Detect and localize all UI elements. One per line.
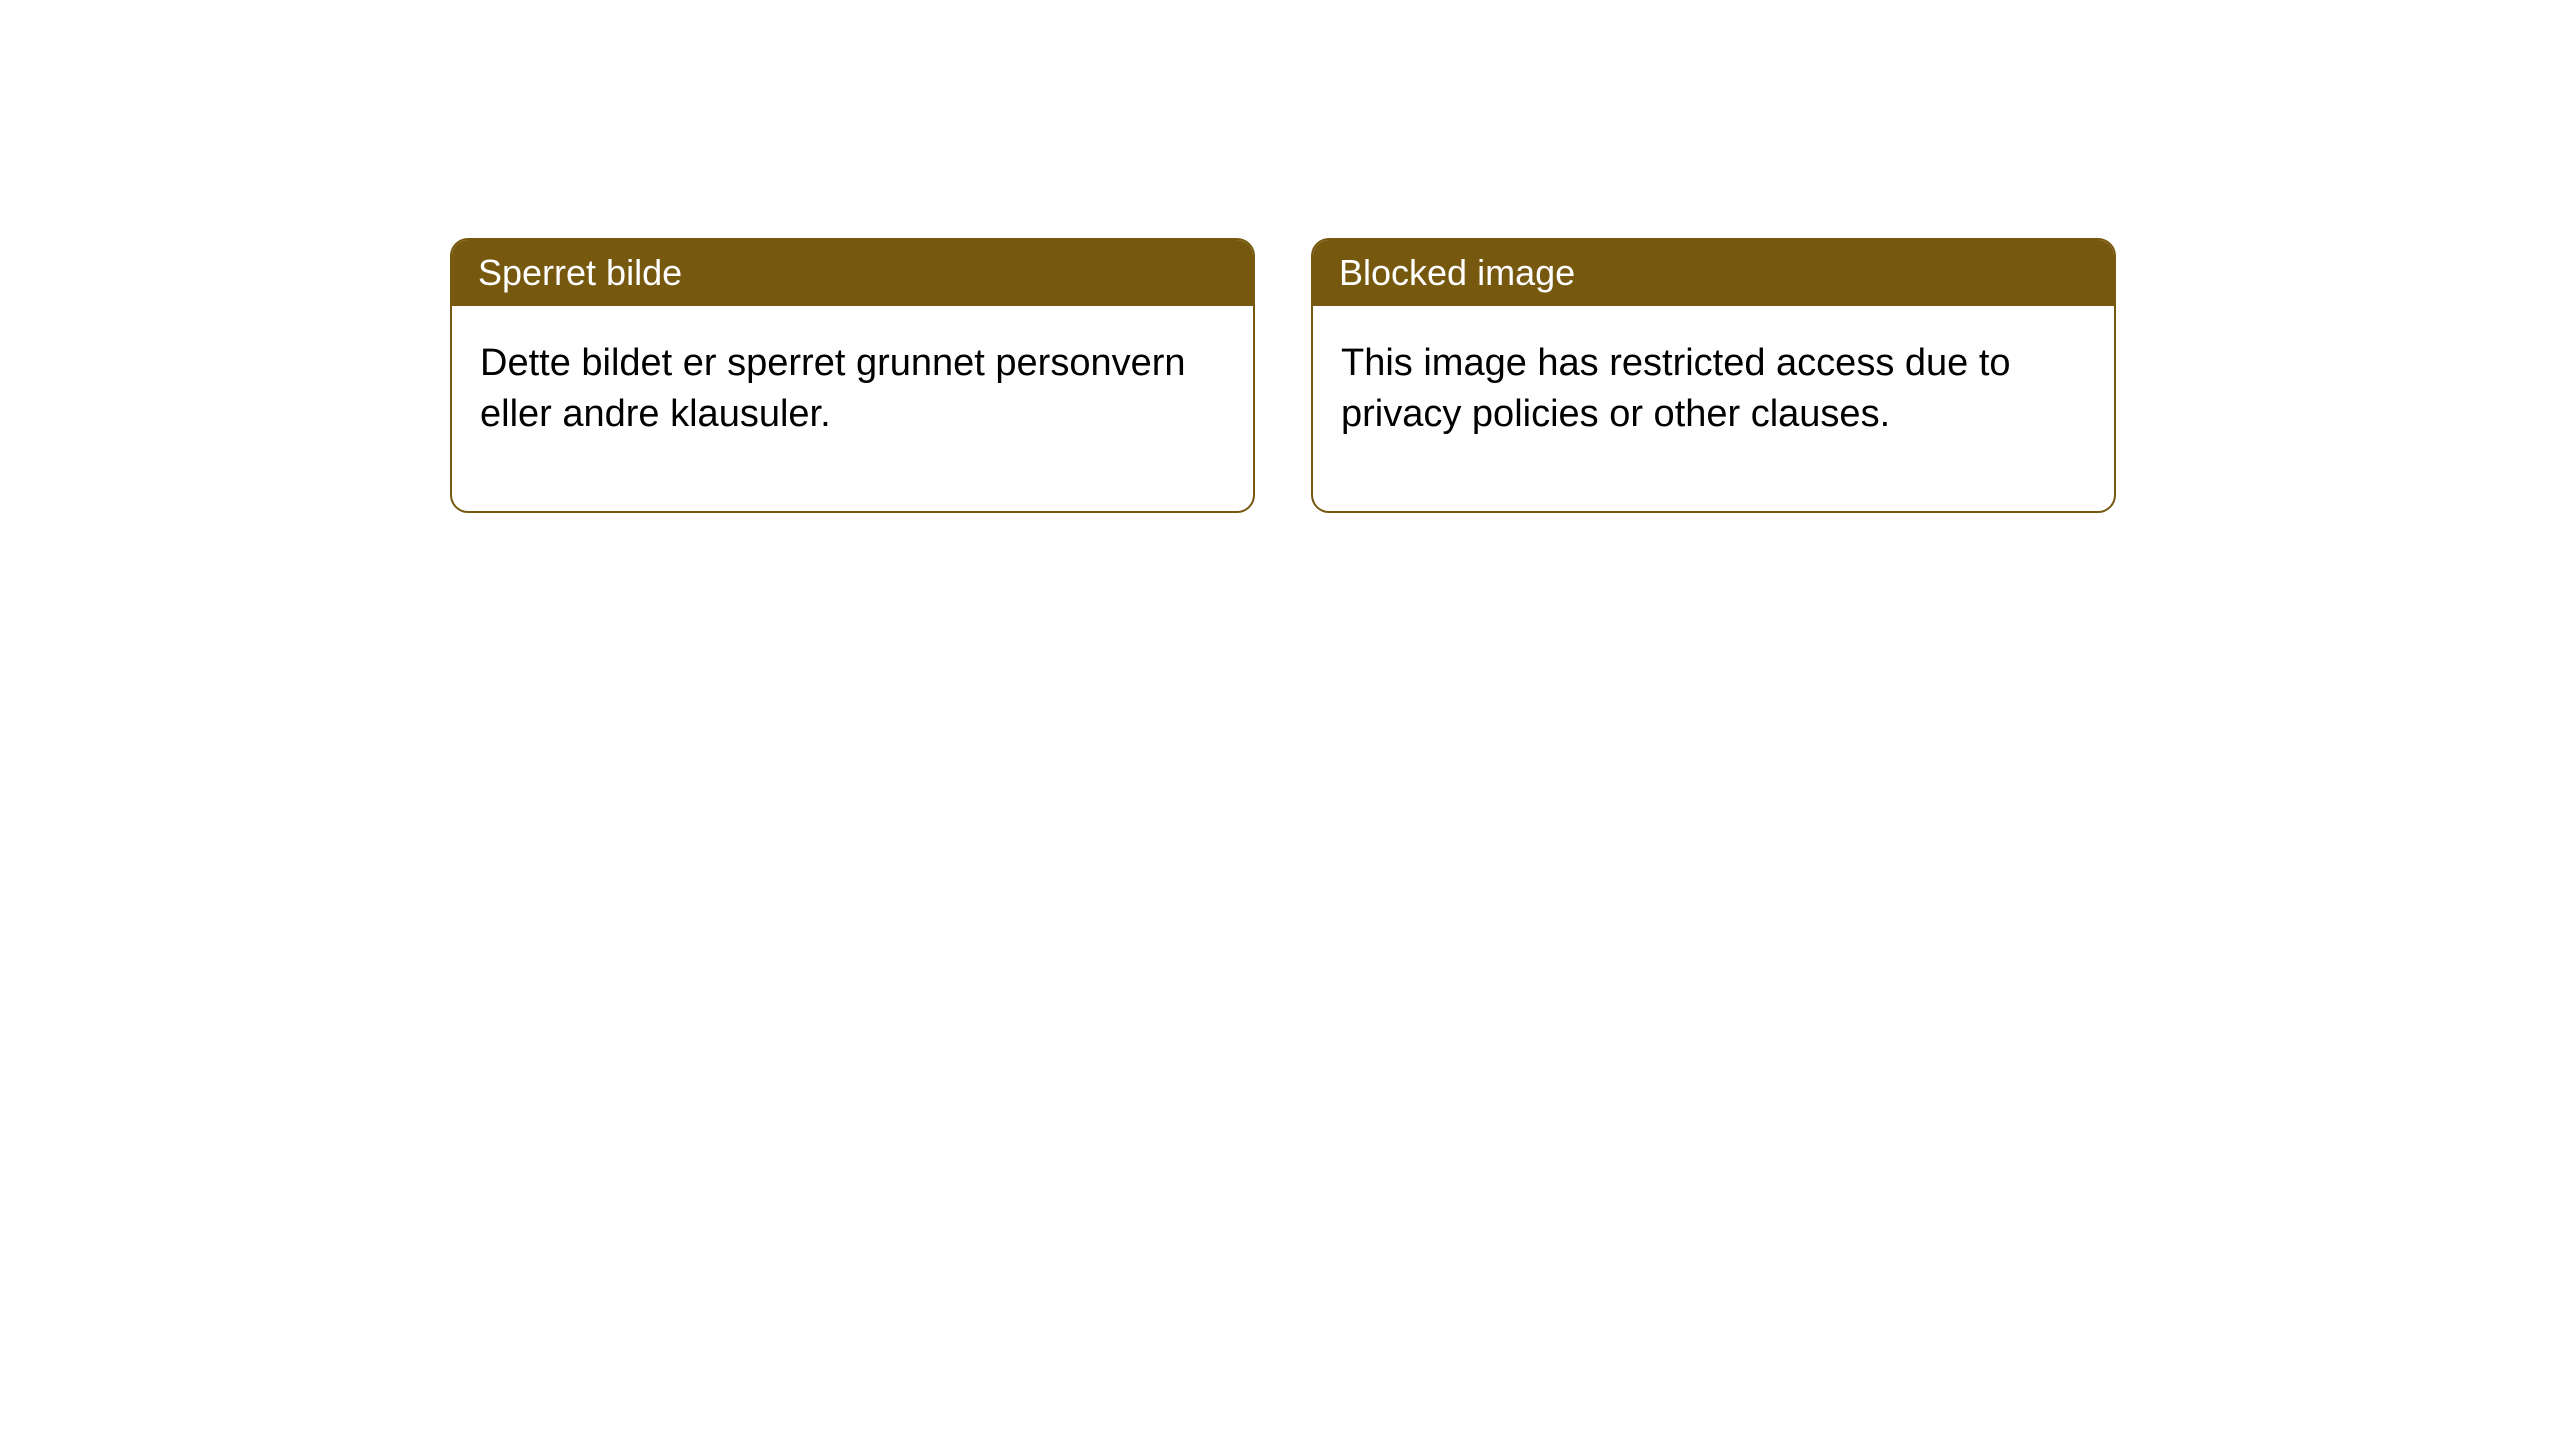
notice-title-norwegian: Sperret bilde [478, 252, 682, 293]
notice-container: Sperret bilde Dette bildet er sperret gr… [0, 0, 2560, 513]
notice-body-norwegian: Dette bildet er sperret grunnet personve… [452, 306, 1253, 511]
notice-title-english: Blocked image [1339, 252, 1575, 293]
notice-header-english: Blocked image [1313, 240, 2114, 306]
notice-text-english: This image has restricted access due to … [1341, 342, 2011, 435]
notice-header-norwegian: Sperret bilde [452, 240, 1253, 306]
notice-box-english: Blocked image This image has restricted … [1311, 238, 2116, 513]
notice-body-english: This image has restricted access due to … [1313, 306, 2114, 511]
notice-box-norwegian: Sperret bilde Dette bildet er sperret gr… [450, 238, 1255, 513]
notice-text-norwegian: Dette bildet er sperret grunnet personve… [480, 342, 1186, 435]
